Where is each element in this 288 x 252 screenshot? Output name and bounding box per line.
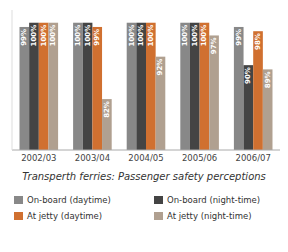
data-labels: 99%100%100%100%99%100%100%100%100%90%100… — [20, 25, 271, 118]
data-label: 99% — [235, 29, 243, 46]
data-label: 89% — [264, 71, 272, 88]
bar — [29, 23, 39, 150]
bar — [263, 69, 273, 150]
x-tick-label: 2006/07 — [236, 153, 271, 163]
legend-swatch — [154, 212, 163, 220]
bar — [73, 23, 83, 150]
data-label: 97% — [210, 37, 218, 54]
legend-swatch — [14, 212, 23, 220]
data-label: 100% — [84, 25, 92, 47]
bar — [156, 57, 166, 150]
x-tick-label: 2005/06 — [182, 153, 217, 163]
legend-swatch — [14, 196, 23, 204]
bar — [209, 35, 219, 150]
data-label: 90% — [244, 67, 252, 84]
legend-label: On-board (night-time) — [167, 195, 260, 205]
bar — [127, 23, 137, 150]
bars — [20, 23, 273, 150]
legend-label: On-board (daytime) — [27, 195, 111, 205]
bar — [39, 23, 49, 150]
bar — [253, 31, 263, 150]
chart: 99%100%100%100%99%100%100%100%100%90%100… — [0, 0, 288, 252]
legend-label: At jetty (daytime) — [27, 211, 102, 221]
data-label: 100% — [181, 25, 189, 47]
data-label: 100% — [49, 25, 57, 47]
data-label: 100% — [40, 25, 48, 47]
bar — [92, 27, 102, 150]
data-label: 100% — [191, 25, 199, 47]
legend-swatch — [154, 196, 163, 204]
x-tick-label: 2002/03 — [21, 153, 56, 163]
bar — [180, 23, 190, 150]
data-label: 99% — [93, 29, 101, 46]
bar — [136, 23, 146, 150]
title: Transperth ferries: Passenger safety per… — [22, 171, 266, 182]
data-label: 100% — [137, 25, 145, 47]
x-tick-label: 2003/04 — [75, 153, 110, 163]
x-axis — [12, 150, 280, 151]
bar — [83, 23, 93, 150]
bar — [200, 23, 210, 150]
data-label: 100% — [30, 25, 38, 47]
data-label: 82% — [103, 101, 111, 118]
data-label: 99% — [20, 29, 28, 46]
bar — [234, 27, 244, 150]
x-tick-label: 2004/05 — [128, 153, 163, 163]
data-label: 100% — [74, 25, 82, 47]
legend: On-board (daytime) On-board (night-time) A… — [14, 195, 260, 221]
bar — [20, 27, 30, 150]
bar — [146, 23, 156, 150]
y-axis — [12, 10, 13, 150]
data-label: 100% — [200, 25, 208, 47]
bar — [244, 65, 254, 150]
bar — [190, 23, 200, 150]
data-label: 92% — [156, 59, 164, 76]
data-label: 100% — [147, 25, 155, 47]
data-label: 98% — [254, 33, 262, 50]
bar — [102, 99, 112, 150]
data-label: 100% — [128, 25, 136, 47]
legend-label: At jetty (night-time) — [167, 211, 251, 221]
bar — [48, 23, 58, 150]
